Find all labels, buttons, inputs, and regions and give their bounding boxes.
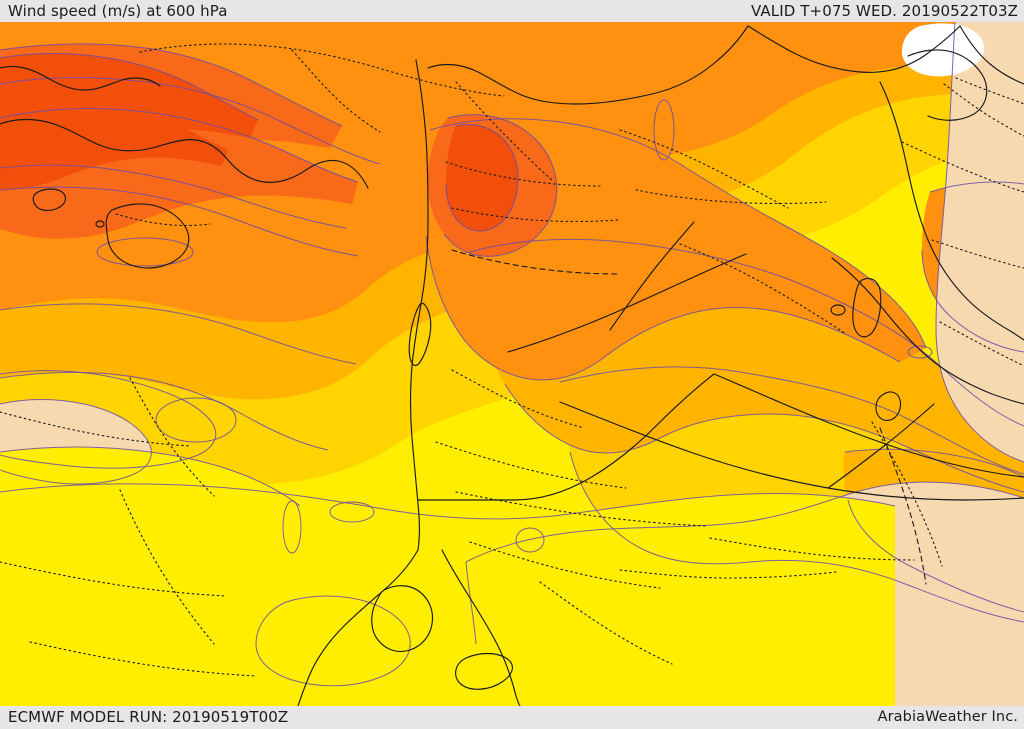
admin-boundary-saudi-2 xyxy=(469,541,661,589)
contour-line-5 xyxy=(0,164,347,229)
admin-boundary-arabia-east xyxy=(871,421,943,567)
admin-boundary-caucasus xyxy=(955,77,1024,105)
contour-line-16 xyxy=(504,383,1024,493)
contour-line-23 xyxy=(935,22,1024,463)
border-iraq-iran xyxy=(879,81,1024,341)
admin-boundary-jordan-1 xyxy=(435,441,627,489)
contour-line-13 xyxy=(443,114,558,257)
contour-line-25 xyxy=(465,561,477,645)
admin-boundary-iran-1 xyxy=(943,83,1024,137)
band-red-orange-syria xyxy=(446,124,518,231)
footer-bar: ECMWF MODEL RUN: 20190519T00Z ArabiaWeat… xyxy=(0,706,1024,729)
coastline-cyprus xyxy=(105,203,190,269)
coastline-island-gulf xyxy=(830,304,846,316)
border-turkey-iran xyxy=(747,25,961,73)
contour-fill-bands xyxy=(0,22,1024,706)
contour-ring-blob-4 xyxy=(907,345,933,359)
coastline-levant xyxy=(409,59,429,551)
coastline-anatolia xyxy=(0,65,161,91)
map-viewport[interactable] xyxy=(0,22,1024,706)
coastline-aqaba xyxy=(455,652,513,690)
admin-boundary-syria-1 xyxy=(455,81,553,181)
contour-line-7 xyxy=(0,303,357,365)
admin-boundary-iran-3 xyxy=(931,239,1024,269)
contour-line-17 xyxy=(559,366,1024,475)
contour-ring-blob-1 xyxy=(515,527,545,553)
contour-line-15 xyxy=(469,238,1024,427)
contour-line-27 xyxy=(0,483,896,520)
contour-line-1 xyxy=(0,43,343,127)
contour-line-26 xyxy=(255,595,411,687)
contour-line-28 xyxy=(0,446,301,507)
coastline-island-small-1 xyxy=(32,188,67,212)
admin-boundary-dashed-2 xyxy=(879,427,927,585)
border-syria-turkey xyxy=(427,25,749,105)
geography-layer xyxy=(0,25,1024,706)
admin-boundary-syria-3 xyxy=(451,207,619,223)
border-saudi-iraq-neutral xyxy=(713,373,1024,478)
band-yellow-arabia xyxy=(0,484,895,706)
admin-boundary-dashed-1 xyxy=(451,249,619,275)
admin-boundary-left-1 xyxy=(0,411,191,447)
coastline-qatar xyxy=(852,277,882,338)
contour-line-3 xyxy=(0,77,381,165)
contour-ring-blob-7 xyxy=(155,397,237,443)
contour-ring-blob-2 xyxy=(282,500,302,554)
band-yellow-left xyxy=(0,447,300,542)
coastline-red-sea-west xyxy=(297,549,419,706)
provider-credit-label: ArabiaWeather Inc. xyxy=(877,709,1018,725)
contour-ring-blob-6 xyxy=(96,237,194,267)
coastline-bahrain xyxy=(875,391,902,421)
admin-boundary-cyprus xyxy=(115,213,211,227)
contour-line-8 xyxy=(0,371,329,451)
border-iraq-jordan xyxy=(609,221,695,331)
admin-boundary-saudi-5 xyxy=(709,537,915,561)
contour-line-18 xyxy=(569,451,1024,623)
contour-line-12 xyxy=(425,235,901,381)
admin-boundary-saudi-3 xyxy=(539,581,673,665)
page-title: Wind speed (m/s) at 600 hPa xyxy=(8,2,228,20)
band-peach-east xyxy=(936,22,1024,462)
contour-line-24 xyxy=(465,481,1024,563)
admin-boundary-egypt-2 xyxy=(119,489,215,645)
contour-line-20 xyxy=(847,499,1024,613)
contour-line-14 xyxy=(445,123,519,232)
admin-boundary-saudi-1 xyxy=(455,491,707,527)
contour-line-2 xyxy=(0,53,259,121)
admin-boundary-left-2 xyxy=(129,377,215,497)
coastline-dead-sea xyxy=(408,302,432,367)
contour-line-6 xyxy=(0,186,359,257)
contour-lines xyxy=(0,22,1024,687)
coastline-red-sea-east xyxy=(441,549,521,706)
valid-time-label: VALID T+075 WED. 20190522T03Z xyxy=(751,2,1018,20)
coastline-mediterranean-north xyxy=(0,118,369,189)
contour-ring-blob-3 xyxy=(329,501,375,523)
admin-boundary-iran-4 xyxy=(939,321,1024,367)
admin-boundary-iran-2 xyxy=(901,141,1024,193)
header-bar: Wind speed (m/s) at 600 hPa VALID T+075 … xyxy=(0,0,1024,22)
coastline-island-small-2 xyxy=(95,220,105,228)
contour-line-10 xyxy=(0,399,152,485)
model-run-label: ECMWF MODEL RUN: 20190519T00Z xyxy=(8,708,289,726)
contour-line-22 xyxy=(921,249,1024,353)
coastline-persian-gulf-north xyxy=(831,257,1024,405)
contour-ring-blob-5 xyxy=(653,99,675,161)
border-caucasus-2 xyxy=(959,25,1024,85)
contour-line-11 xyxy=(429,118,927,349)
border-jordan-saudi xyxy=(417,373,715,501)
coastline-persian-gulf-south xyxy=(559,401,1024,501)
border-caucasus xyxy=(907,49,988,121)
wind-speed-contour-map[interactable] xyxy=(0,22,1024,706)
border-saudi-kuwait xyxy=(827,403,935,489)
admin-boundary-turkey-1 xyxy=(139,43,505,97)
admin-boundary-iraq-1 xyxy=(619,129,789,209)
coastline-sinai xyxy=(371,585,434,653)
contour-line-21 xyxy=(929,181,1024,193)
admin-boundary-iraq-2 xyxy=(635,189,827,205)
border-iraq-saudi xyxy=(507,253,747,353)
contour-line-4 xyxy=(0,108,359,183)
